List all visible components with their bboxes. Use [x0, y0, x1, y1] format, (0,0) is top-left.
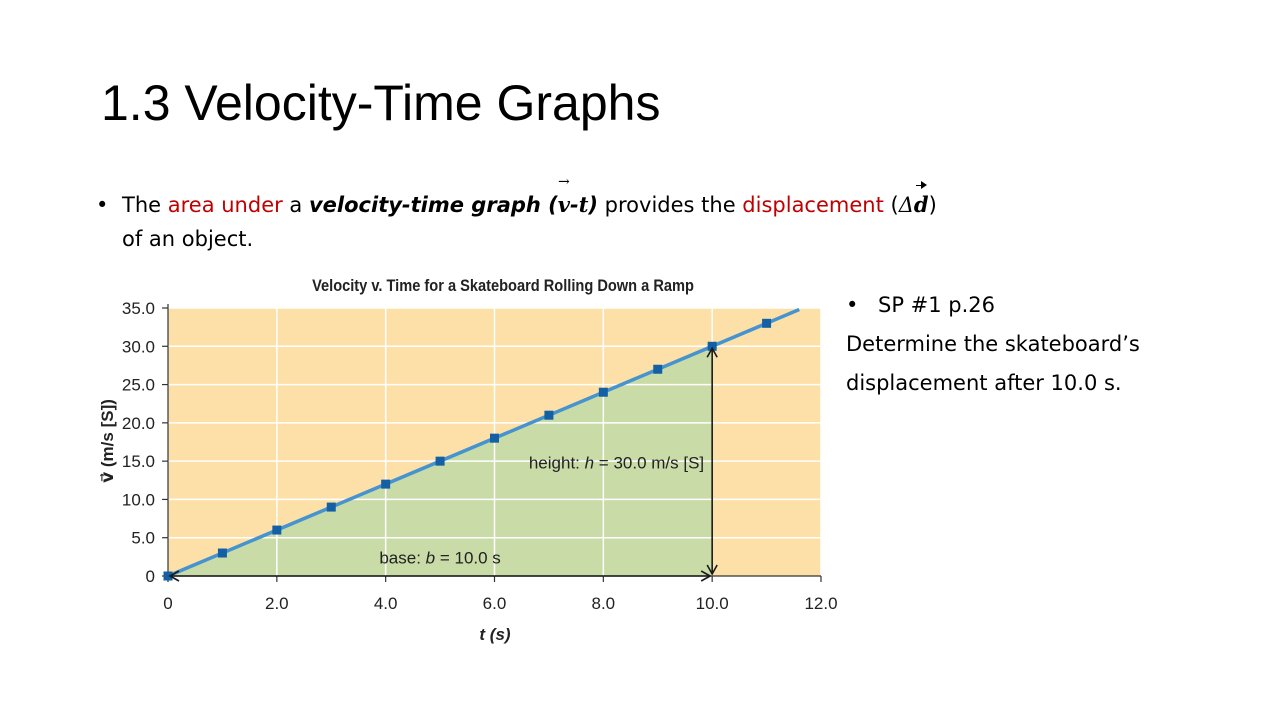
side-bullet-row: • SP #1 p.26 — [846, 286, 1140, 325]
x-tick-label: 2.0 — [265, 594, 289, 613]
side-item: SP #1 p.26 — [878, 293, 996, 317]
data-point — [435, 456, 445, 466]
chart-title: Velocity v. Time for a Skateboard Rollin… — [312, 277, 694, 295]
data-markers — [163, 318, 772, 581]
x-axis-label: t (s) — [479, 625, 511, 644]
bullet-line-1: The area under a velocity-time graph (→ v… — [122, 175, 937, 222]
data-point — [762, 318, 772, 328]
t-symbol: t — [578, 192, 589, 217]
data-point — [544, 410, 554, 420]
d-symbol: d — [913, 192, 929, 217]
y-tick-label: 35.0 — [122, 299, 155, 318]
slide-title: 1.3 Velocity-Time Graphs — [101, 75, 661, 131]
y-tick-label: 15.0 — [122, 452, 155, 471]
text-the: The — [122, 193, 168, 217]
v-symbol: v — [557, 192, 570, 217]
close-paren-2: ) — [928, 193, 937, 217]
x-ticks: 0 2.0 4.0 6.0 8.0 10.0 12.0 — [163, 576, 838, 613]
x-tick-label: 4.0 — [374, 594, 398, 613]
y-ticks: 0 5.0 10.0 15.0 20.0 25.0 30.0 35.0 — [122, 299, 168, 586]
base-annotation: base: b = 10.0 s — [379, 549, 500, 568]
y-tick-label: 0 — [146, 567, 155, 586]
x-tick-label: 12.0 — [804, 594, 837, 613]
height-arrow-head-bottom — [706, 564, 718, 576]
data-point — [707, 341, 717, 351]
text-area-under: area under — [167, 193, 283, 217]
x-tick-label: 8.0 — [592, 594, 616, 613]
annotation-arrows — [168, 346, 718, 582]
data-point — [490, 433, 499, 443]
delta-symbol: Δ — [898, 193, 914, 217]
text-velocity-time-graph: velocity-time graph ( — [308, 193, 558, 217]
height-arrow-head-top — [706, 346, 718, 358]
height-prefix: height: — [529, 454, 585, 473]
d-vector: d — [913, 181, 929, 222]
side-bullet-dot: • — [846, 293, 859, 317]
y-tick-label: 5.0 — [131, 529, 155, 548]
y-tick-label: 30.0 — [122, 337, 155, 356]
side-line-2: displacement after 10.0 s. — [846, 371, 1122, 395]
data-point — [272, 525, 282, 535]
text-provides-the: provides the — [598, 193, 743, 217]
bullet-line-2: of an object. — [122, 227, 254, 251]
x-tick-label: 10.0 — [696, 594, 729, 613]
vector-arrow: → — [558, 174, 570, 190]
text-a: a — [282, 193, 309, 217]
base-var: b — [426, 549, 435, 568]
height-var: h — [585, 454, 594, 473]
bullet-dot: • — [96, 193, 109, 217]
data-point — [653, 364, 663, 374]
v-vector: → v — [557, 175, 570, 222]
height-annotation: height: h = 30.0 m/s [S] — [529, 454, 704, 473]
y-tick-label: 25.0 — [122, 376, 155, 395]
data-point — [381, 479, 391, 489]
base-prefix: base: — [379, 549, 425, 568]
base-arrow-head-right — [700, 570, 712, 582]
y-axis-label: v⃗ (m/s [S]) — [98, 399, 117, 483]
close-paren: ) — [588, 193, 598, 217]
dash: - — [569, 193, 579, 217]
base-arrow-head-left — [168, 570, 180, 582]
y-tick-label: 10.0 — [122, 490, 155, 509]
y-tick-label: 20.0 — [122, 414, 155, 433]
side-note: • SP #1 p.26 Determine the skateboard’s d… — [846, 286, 1140, 403]
data-point — [326, 502, 336, 512]
height-value: = 30.0 m/s [S] — [594, 454, 704, 473]
base-value: = 10.0 s — [435, 549, 501, 568]
data-point — [217, 548, 227, 558]
data-point — [163, 571, 173, 581]
open-paren: ( — [883, 193, 899, 217]
x-tick-label: 6.0 — [483, 594, 507, 613]
side-line-1: Determine the skateboard’s — [846, 332, 1140, 356]
text-displacement: displacement — [742, 193, 884, 217]
data-point — [598, 387, 608, 397]
x-tick-label: 0 — [163, 594, 172, 613]
